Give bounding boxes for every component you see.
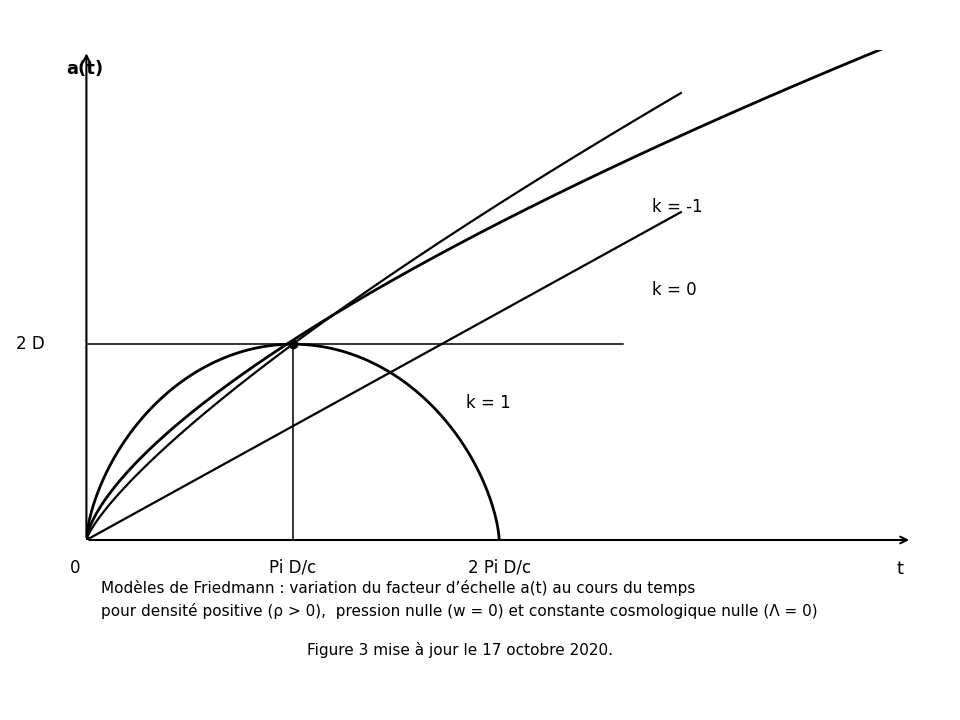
Text: Modèles de Friedmann : variation du facteur d’échelle a(t) au cours du temps: Modèles de Friedmann : variation du fact…: [101, 580, 695, 595]
Text: k = 0: k = 0: [652, 282, 697, 300]
Text: k = 1: k = 1: [467, 394, 511, 412]
Text: a(t): a(t): [65, 60, 103, 78]
Text: 0: 0: [70, 559, 81, 577]
Text: Pi D/c: Pi D/c: [269, 559, 317, 577]
Text: 2 D: 2 D: [16, 335, 45, 353]
Text: pour densité positive (ρ > 0),  pression nulle (w = 0) et constante cosmologique: pour densité positive (ρ > 0), pression …: [101, 603, 817, 618]
Text: t: t: [896, 559, 903, 577]
Text: k = -1: k = -1: [652, 198, 703, 216]
Text: Figure 3 mise à jour le 17 octobre 2020.: Figure 3 mise à jour le 17 octobre 2020.: [307, 642, 613, 658]
Text: 2 Pi D/c: 2 Pi D/c: [468, 559, 531, 577]
